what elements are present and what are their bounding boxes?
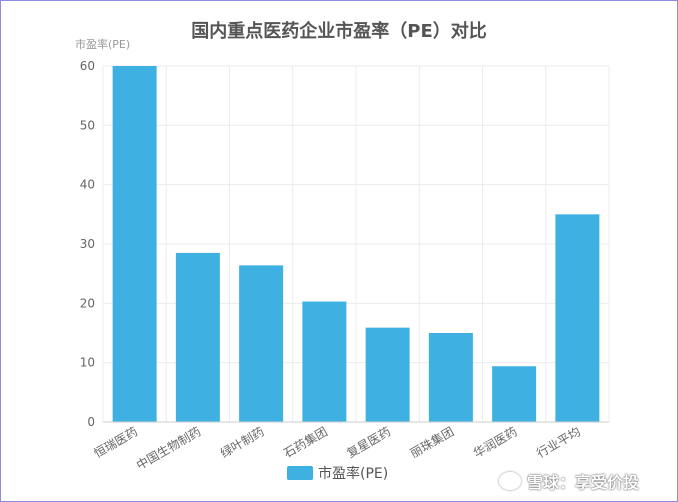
bar-7: [492, 366, 537, 422]
y-tick-label: 0: [87, 415, 95, 429]
legend-label: 市盈率(PE): [318, 466, 389, 482]
bar-3: [239, 265, 284, 422]
bar-5: [365, 327, 410, 422]
y-tick-label: 50: [80, 118, 95, 132]
watermark-text: 雪球：享受价投: [527, 473, 640, 492]
watermark: 雪球：享受价投: [499, 469, 639, 493]
bar-8: [555, 214, 600, 422]
bar-1: [112, 66, 157, 422]
chart-title: 国内重点医药企业市盈率（PE）对比: [191, 21, 487, 42]
x-tick-label: 行业平均: [534, 424, 583, 460]
y-tick-label: 30: [80, 237, 95, 251]
x-tick-label: 绿叶制药: [218, 424, 267, 461]
y-tick-label: 60: [80, 59, 95, 73]
x-tick-label: 华润医药: [471, 424, 520, 460]
chart-legend[interactable]: 市盈率(PE): [287, 463, 388, 483]
bar-6: [428, 333, 473, 422]
bar-4: [302, 301, 347, 422]
x-tick-label: 石药集团: [281, 424, 330, 461]
x-tick-label: 恒瑞医药: [92, 424, 141, 460]
snowball-logo-icon: [499, 472, 521, 490]
legend-swatch: [287, 466, 313, 480]
y-tick-label: 10: [80, 356, 95, 370]
y-axis-label: 市盈率(PE): [75, 37, 130, 51]
y-tick-label: 40: [80, 178, 95, 192]
x-tick-label: 丽珠集团: [407, 424, 456, 461]
x-tick-label: 复星医药: [345, 424, 394, 460]
x-tick-label: 中国生物制药: [134, 424, 204, 473]
bar-2: [175, 252, 220, 422]
y-tick-label: 20: [80, 296, 95, 310]
